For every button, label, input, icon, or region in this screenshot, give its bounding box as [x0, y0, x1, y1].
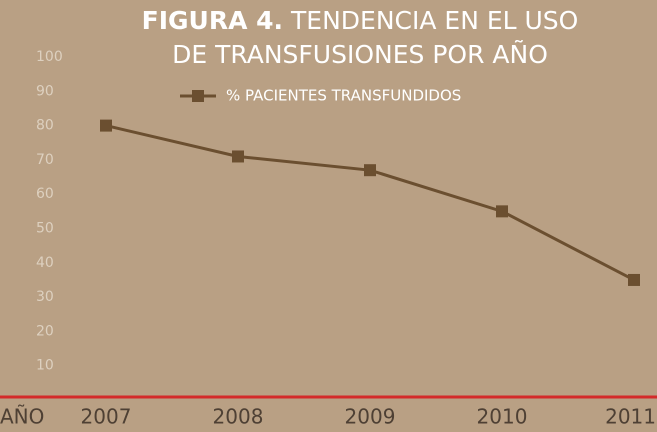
- y-tick-label: 90: [36, 83, 54, 99]
- legend-label: % PACIENTES TRANSFUNDIDOS: [226, 87, 461, 105]
- y-tick-label: 30: [36, 289, 54, 305]
- y-tick-label: 40: [36, 255, 54, 271]
- x-axis-label: AÑO: [0, 405, 44, 429]
- y-tick-label: 10: [36, 358, 54, 374]
- title-lead: FIGURA 4.: [142, 6, 283, 35]
- legend-marker: [192, 90, 204, 102]
- x-tick-label: 2009: [345, 405, 396, 429]
- point-marker: [496, 205, 508, 218]
- point-marker: [100, 119, 112, 132]
- point-marker: [364, 164, 376, 177]
- chart-title: DE TRANSFUSIONES POR AÑO: [172, 39, 548, 69]
- x-tick-label: 2011: [605, 405, 656, 429]
- point-marker: [628, 273, 640, 286]
- x-tick-label: 2010: [477, 405, 528, 429]
- point-marker: [232, 150, 244, 163]
- x-tick-label: 2008: [213, 405, 264, 429]
- title-line: TENDENCIA EN EL USO: [290, 6, 578, 35]
- y-tick-label: 100: [36, 49, 63, 65]
- y-tick-label: 70: [36, 152, 54, 168]
- y-tick-label: 20: [36, 323, 54, 339]
- chart-title: FIGURA 4. TENDENCIA EN EL USO: [142, 6, 579, 35]
- y-tick-label: 50: [36, 221, 54, 237]
- x-tick-label: 2007: [81, 405, 132, 429]
- y-tick-label: 60: [36, 186, 54, 202]
- y-tick-label: 80: [36, 118, 54, 134]
